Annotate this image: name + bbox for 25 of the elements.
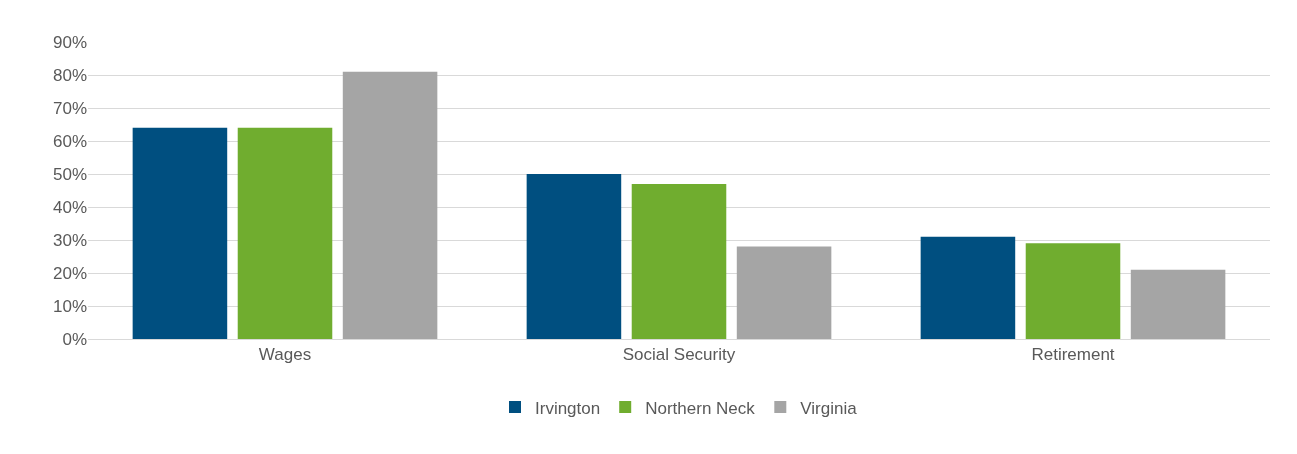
y-tick-label: 80% [52,65,87,85]
y-tick-label: 60% [52,131,87,151]
bar [631,183,727,339]
x-tick-label: Wages [258,345,312,365]
y-tick-label: 30% [52,230,87,250]
bar [237,127,333,339]
bar [342,71,438,339]
legend-label: Northern Neck [645,398,756,418]
bar [1130,269,1226,339]
y-tick-label: 20% [52,263,87,283]
bar [526,174,622,339]
bar [920,236,1016,339]
y-tick-label: 10% [52,296,87,316]
y-tick-label: 50% [52,164,87,184]
x-tick-label: Social Security [622,345,736,365]
y-tick-label: 0% [62,329,87,349]
bar [132,127,228,339]
legend-label: Irvington [535,398,601,418]
y-tick-label: 40% [52,197,87,217]
x-tick-label: Retirement [1031,345,1115,365]
y-tick-label: 90% [52,32,87,52]
bar [736,246,832,339]
y-tick-label: 70% [52,98,87,118]
bar [1025,243,1121,339]
legend-label: Virginia [800,398,858,418]
